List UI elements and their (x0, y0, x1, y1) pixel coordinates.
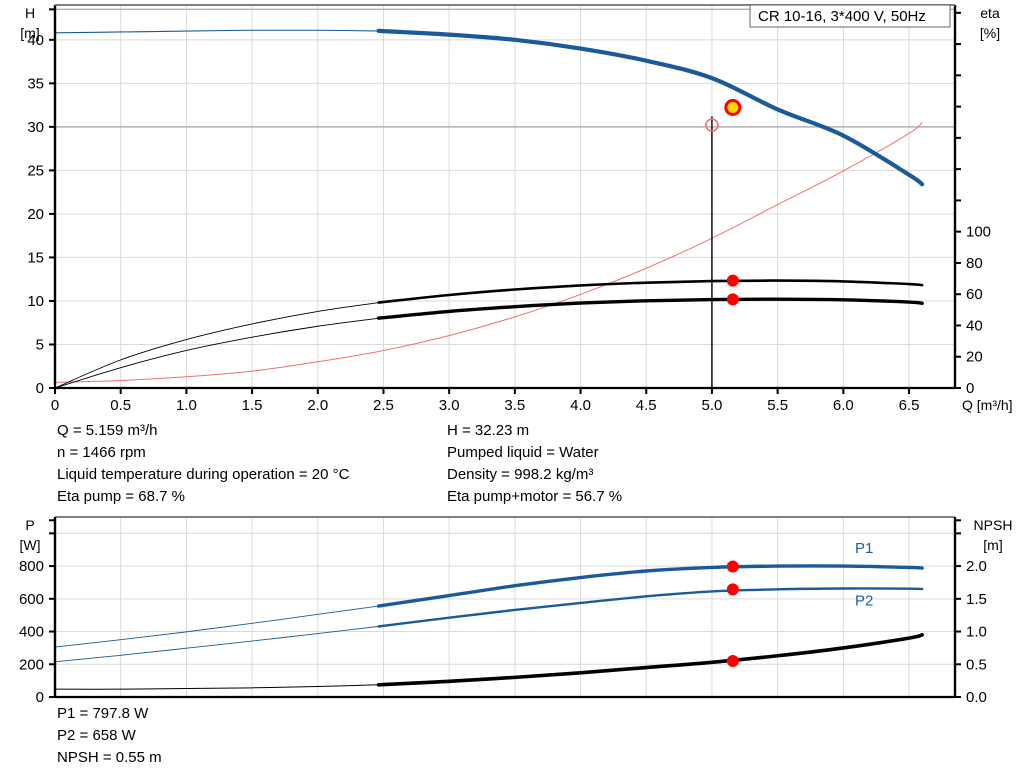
tick-label-h: 25 (27, 162, 44, 179)
info-pumped-liquid: Pumped liquid = Water (447, 444, 599, 461)
npsh-curve-thin (54, 683, 389, 690)
tick-label-eta: 100 (966, 224, 991, 241)
tick-label-q: 5.5 (767, 397, 788, 414)
tick-label-eta: 60 (966, 286, 983, 303)
head-curve-thin (54, 29, 389, 34)
tick-label-h: 5 (36, 336, 44, 353)
tick-label-npsh: 1.0 (966, 624, 987, 641)
tick-label-q: 0 (51, 397, 59, 414)
eta-pump-motor-curve-thin (54, 316, 389, 389)
tick-label-h: 30 (27, 119, 44, 136)
info-p1: P1 = 797.8 W (57, 705, 149, 722)
tick-label-h: 40 (27, 32, 44, 49)
eta-pump-motor-curve-thick (376, 297, 924, 320)
info-liquid-temperature: Liquid temperature during operation = 20… (57, 466, 350, 483)
tick-label-q: 4.0 (570, 397, 591, 414)
bottom-left-axis-name: P (25, 517, 34, 533)
top-right-axis-unit: [%] (980, 25, 1000, 41)
tick-label-p: 800 (19, 558, 44, 575)
top-gridlines (55, 5, 955, 388)
tick-label-eta: 40 (966, 317, 983, 334)
npsh-duty-marker[interactable] (705, 118, 719, 132)
tick-label-npsh: 1.5 (966, 591, 987, 608)
tick-label-npsh: 2.0 (966, 558, 987, 575)
tick-label-h: 15 (27, 249, 44, 266)
tick-label-q: 6.5 (899, 397, 920, 414)
tick-label-h: 35 (27, 75, 44, 92)
tick-label-eta: 20 (966, 349, 983, 366)
p1-point-marker[interactable] (726, 560, 739, 573)
x-axis-title: Q [m³/h] (962, 397, 1013, 413)
tick-label-q: 1.5 (242, 397, 263, 414)
tick-label-eta: 80 (966, 255, 983, 272)
tick-label-p: 200 (19, 656, 44, 673)
bottom-left-axis-unit: [W] (20, 537, 41, 553)
eta-pump-curve-thick (377, 279, 924, 304)
p2-point-marker[interactable] (726, 583, 739, 596)
bottom-gridlines (55, 517, 955, 697)
tick-label-q: 4.5 (636, 397, 657, 414)
npsh-point-marker[interactable] (726, 655, 739, 667)
power-npsh-chart: 0 200 400 600 800 0.0 0.5 1.0 1.5 2.0 P [W] NPSH [m] P… (19, 516, 1013, 706)
tick-label-h: 20 (27, 206, 44, 223)
p1-curve-label: P1 (855, 540, 873, 557)
p2-curve-label: P2 (855, 592, 873, 609)
info-eta-pump-motor: Eta pump+motor = 56.7 % (447, 488, 623, 505)
info-p2: P2 = 658 W (57, 727, 136, 744)
info-h: H = 32.23 m (447, 422, 530, 439)
info-n: n = 1466 rpm (57, 444, 146, 461)
tick-label-q: 2.0 (307, 397, 328, 414)
tick-label-npsh: 0.0 (966, 689, 987, 706)
info-eta-pump: Eta pump = 68.7 % (57, 488, 185, 505)
top-curves (54, 28, 925, 389)
npsh-curve-thick (376, 633, 924, 687)
chart-title: CR 10-16, 3*400 V, 50Hz (758, 8, 926, 25)
p1-curve-thick (376, 564, 924, 608)
tick-label-h: 0 (36, 380, 44, 397)
tick-label-npsh: 0.5 (966, 656, 987, 673)
head-curve-thick (376, 28, 925, 187)
eta-point-marker-1[interactable] (726, 274, 739, 287)
tick-label-q: 6.0 (833, 397, 854, 414)
power-npsh-info: P1 = 797.8 W P2 = 658 W NPSH = 0.55 m (57, 703, 457, 769)
info-density: Density = 998.2 kg/m³ (447, 466, 594, 483)
tick-label-eta: 0 (966, 380, 974, 397)
tick-label-p: 400 (19, 624, 44, 641)
tick-label-q: 3.0 (439, 397, 460, 414)
eta-point-marker-2[interactable] (726, 293, 739, 306)
head-eta-chart: 0 5 10 15 20 25 30 35 40 0 20 40 60 80 100 0 0.5 1.0 1.5 2.… (20, 4, 1013, 414)
duty-marker-core (727, 101, 739, 113)
bottom-right-axis-name: NPSH (974, 517, 1013, 533)
duty-point-marker[interactable] (724, 98, 742, 116)
tick-label-q: 2.5 (373, 397, 394, 414)
bottom-right-axis-unit: [m] (983, 537, 1002, 553)
top-left-axis-unit: [m] (20, 25, 39, 41)
bottom-curves (54, 564, 924, 690)
title-box-frame (749, 4, 951, 28)
top-right-axis-name: eta (980, 5, 1000, 21)
tick-label-p: 0 (36, 689, 44, 706)
tick-label-q: 0.5 (110, 397, 131, 414)
p2-curve-thin (54, 624, 389, 663)
tick-label-q: 5.0 (702, 397, 723, 414)
tick-label-p: 600 (19, 591, 44, 608)
npsh-overlay-curve (54, 121, 923, 383)
tick-label-h: 10 (27, 293, 44, 310)
tick-label-q: 1.0 (176, 397, 197, 414)
p2-curve-thick (377, 587, 924, 628)
info-npsh: NPSH = 0.55 m (57, 749, 162, 766)
info-q: Q = 5.159 m³/h (57, 422, 158, 439)
tick-label-q: 3.5 (504, 397, 525, 414)
top-left-axis-name: H (25, 5, 35, 21)
p1-curve-thin (54, 604, 389, 648)
